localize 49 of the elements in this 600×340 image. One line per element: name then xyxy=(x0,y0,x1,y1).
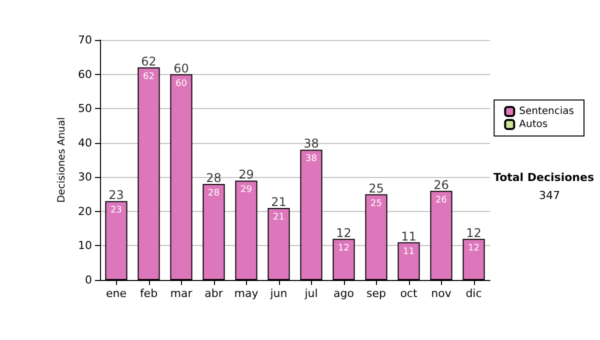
data-label: 60 xyxy=(176,78,188,89)
legend-label: Autos xyxy=(519,119,548,130)
x-tick-label: ago xyxy=(334,287,354,300)
data-label: 21 xyxy=(273,212,284,222)
x-tick-label: nov xyxy=(431,287,452,300)
x-tick-label: jul xyxy=(304,287,318,300)
total-label: 25 xyxy=(368,181,384,196)
total-label: 12 xyxy=(466,226,482,240)
total-label: 29 xyxy=(238,168,254,182)
text: 347 xyxy=(539,189,560,202)
data-label: 12 xyxy=(468,243,480,254)
x-tick-label: abr xyxy=(204,287,224,300)
x-tick-label: mar xyxy=(170,287,193,300)
data-label: 29 xyxy=(240,185,252,196)
y-tick-label: 70 xyxy=(78,34,92,46)
data-label: 12 xyxy=(338,243,350,254)
total-label: 28 xyxy=(206,171,222,185)
x-tick-label: sep xyxy=(366,287,386,300)
x-tick-label: jun xyxy=(269,287,288,300)
y-tick-label: 40 xyxy=(78,136,92,150)
data-label: 28 xyxy=(208,188,220,198)
x-tick-label: oct xyxy=(400,287,418,300)
text: Total Decisiones xyxy=(494,171,594,184)
y-axis-title: Decisiones Anual xyxy=(56,117,68,203)
y-tick-label: 0 xyxy=(85,274,92,286)
x-tick-label: ene xyxy=(106,287,127,300)
data-label: 11 xyxy=(403,246,414,257)
data-label: 25 xyxy=(370,198,382,209)
total-label: 12 xyxy=(336,226,352,240)
total-label: 38 xyxy=(304,136,319,151)
x-tick-label: feb xyxy=(140,287,158,300)
y-tick-label: 20 xyxy=(78,204,92,218)
y-tick-label: 50 xyxy=(78,102,92,116)
total-label: 23 xyxy=(108,188,124,202)
total-label: 62 xyxy=(141,54,156,68)
x-tick-label: dic xyxy=(466,287,482,300)
y-tick-label: 60 xyxy=(78,68,92,81)
total-label: 11 xyxy=(401,229,416,244)
data-label: 26 xyxy=(436,195,448,206)
data-label: 23 xyxy=(110,206,122,216)
y-tick-label: 30 xyxy=(78,170,92,184)
total-label: 21 xyxy=(271,195,286,209)
y-tick-label: 10 xyxy=(78,239,92,252)
legend-label: Sentencias xyxy=(519,106,574,117)
total-label: 60 xyxy=(174,61,189,76)
data-label: 38 xyxy=(306,154,318,164)
x-tick-label: may xyxy=(234,287,259,300)
total-label: 26 xyxy=(434,178,449,192)
data-label: 62 xyxy=(143,72,154,82)
